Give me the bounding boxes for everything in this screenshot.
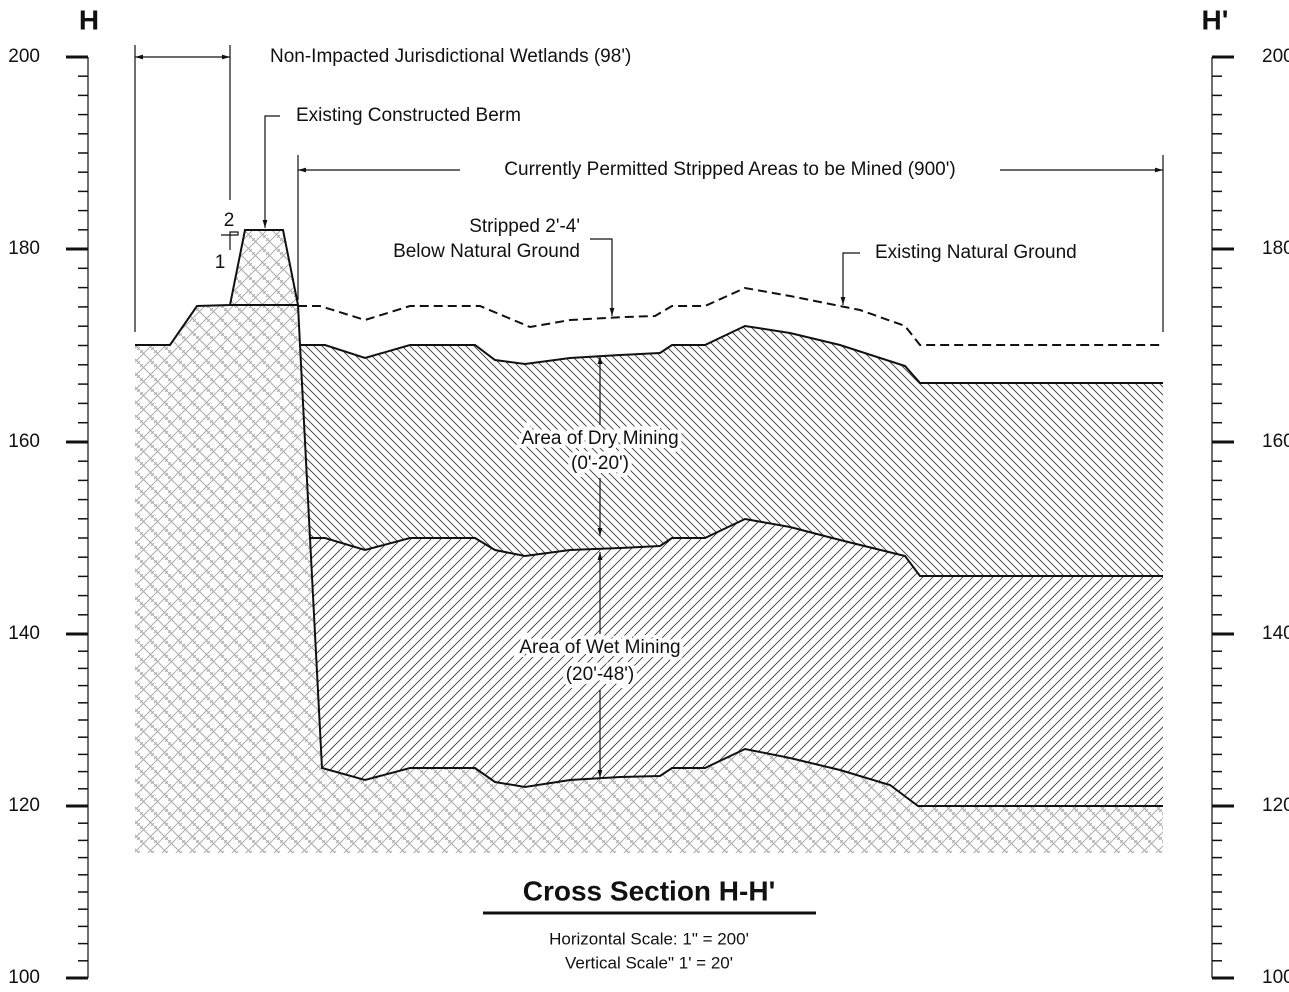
scale-note: Vertical Scale" 1' = 20' (565, 953, 733, 972)
dry-wet-boundary (310, 517, 1163, 577)
slope-label: 1 (215, 252, 226, 273)
axis-label: 140 (1262, 623, 1289, 644)
axis-label: 120 (8, 795, 40, 816)
leader (840, 252, 860, 305)
section-label: H' (1202, 4, 1229, 35)
section-label: H (79, 4, 99, 35)
ground-profile (135, 229, 300, 346)
axis-label: 200 (1262, 46, 1289, 67)
axis-label: 100 (8, 967, 40, 988)
annotation: Existing Constructed Berm (296, 105, 521, 126)
annotation: Area of Wet Mining (519, 637, 680, 658)
slope-label: 2 (224, 210, 235, 231)
ground-fill (135, 230, 1163, 853)
natural-ground-line (298, 286, 1163, 346)
axis-label: 140 (8, 623, 40, 644)
annotation: Non-Impacted Jurisdictional Wetlands (98… (270, 46, 631, 67)
axis-label: 120 (1262, 795, 1289, 816)
ground (135, 229, 1163, 853)
axis-label: 180 (8, 238, 40, 259)
axis-label: 160 (1262, 431, 1289, 452)
annotation: Currently Permitted Stripped Areas to be… (504, 159, 955, 180)
stripped-surface (297, 304, 1163, 384)
annotation: (20'-48') (566, 664, 635, 685)
axis-label: 200 (8, 46, 40, 67)
slope-mark (221, 231, 239, 250)
leader (590, 238, 615, 316)
annotation: Below Natural Ground (393, 241, 580, 262)
scale-note: Horizontal Scale: 1" = 200' (549, 929, 749, 948)
annotation: (0'-20') (571, 453, 629, 474)
pit-bottom (299, 344, 1163, 807)
title: Cross Section H-H' (523, 875, 775, 906)
axis-label: 160 (8, 431, 40, 452)
wet-mining-area (310, 519, 1163, 806)
annotation: Stripped 2'-4' (469, 216, 580, 237)
axis-label: 100 (1262, 967, 1289, 988)
leader (262, 115, 280, 228)
annotation: Existing Natural Ground (875, 242, 1077, 263)
annotation: Area of Dry Mining (521, 428, 678, 449)
dry-mining-area (300, 326, 1163, 576)
axis-label: 180 (1262, 238, 1289, 259)
